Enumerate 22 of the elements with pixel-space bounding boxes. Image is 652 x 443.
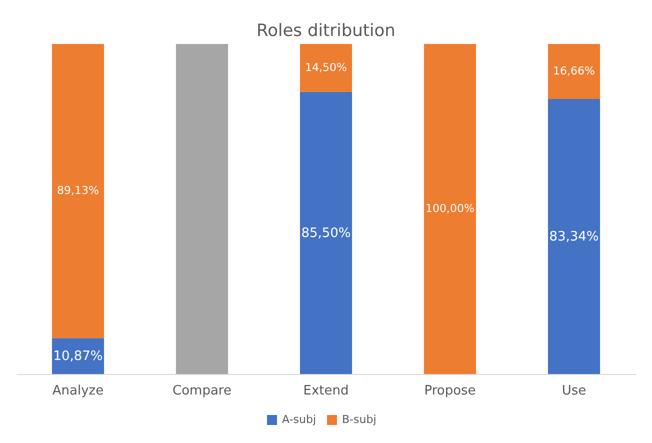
bar bbox=[424, 44, 476, 374]
x-tick-label: Compare bbox=[172, 384, 232, 398]
bar bbox=[52, 44, 104, 338]
legend-label: B-subj bbox=[342, 413, 376, 426]
data-label: 14,50% bbox=[305, 60, 347, 74]
x-tick-label: Analyze bbox=[52, 384, 104, 398]
bar bbox=[548, 44, 600, 99]
data-label: 16,66% bbox=[553, 64, 595, 78]
x-tick-label: Extend bbox=[303, 384, 349, 398]
x-tick-label: Use bbox=[562, 384, 586, 398]
data-label: 85,50% bbox=[301, 226, 351, 241]
data-label: 83,34% bbox=[549, 229, 599, 244]
data-label: 100,00% bbox=[426, 202, 474, 215]
bar bbox=[548, 98, 600, 374]
legend-label: A-subj bbox=[282, 413, 316, 426]
bar bbox=[176, 44, 228, 374]
data-label: 89,13% bbox=[57, 184, 99, 198]
bar bbox=[300, 92, 352, 374]
chart-title: Roles ditribution bbox=[256, 21, 396, 41]
bar bbox=[300, 44, 352, 92]
data-label: 10,87% bbox=[53, 349, 103, 364]
x-tick-label: Propose bbox=[424, 384, 476, 398]
